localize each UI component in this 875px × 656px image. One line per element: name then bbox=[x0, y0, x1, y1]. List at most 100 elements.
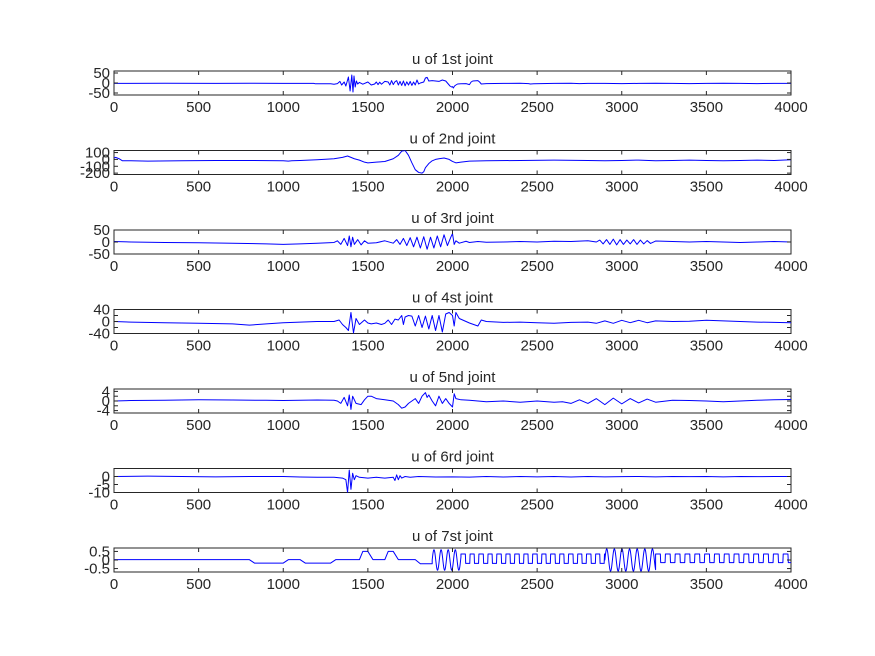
x-tick-label: 1000 bbox=[267, 576, 300, 593]
x-tick-label: 1500 bbox=[351, 338, 384, 355]
y-tick-label: 50 bbox=[93, 222, 110, 239]
x-tick-label: 500 bbox=[186, 179, 211, 196]
x-tick-label: 2000 bbox=[436, 179, 469, 196]
subplot-5: u of 5nd joint 0 500 1000 1500 2000 2500 3000 35… bbox=[97, 369, 808, 434]
x-tick-label: 4000 bbox=[774, 179, 807, 196]
x-tick-label: 0 bbox=[110, 179, 118, 196]
series-line bbox=[114, 469, 791, 493]
x-tick-label: 1500 bbox=[351, 179, 384, 196]
x-tick-label: 3000 bbox=[605, 179, 638, 196]
y-tick-label: 0 bbox=[102, 234, 110, 251]
x-tick-label: 2500 bbox=[520, 497, 553, 514]
x-tick-label: 4000 bbox=[774, 497, 807, 514]
x-tick-label: 0 bbox=[110, 417, 118, 434]
x-tick-label: 2500 bbox=[520, 417, 553, 434]
x-tick-label: 3000 bbox=[605, 576, 638, 593]
subplot-title: u of 3rd joint bbox=[411, 210, 494, 227]
series-line bbox=[114, 392, 791, 410]
y-tick-label: 100 bbox=[85, 145, 110, 162]
x-tick-label: 4000 bbox=[774, 417, 807, 434]
series-line bbox=[114, 312, 791, 334]
x-tick-label: 1000 bbox=[267, 179, 300, 196]
x-tick-label: 500 bbox=[186, 99, 211, 116]
y-tick-label: 40 bbox=[93, 302, 110, 319]
y-tick-label: 0 bbox=[102, 552, 110, 569]
x-tick-label: 3500 bbox=[690, 338, 723, 355]
series-line bbox=[114, 548, 791, 572]
y-tick-label: -4 bbox=[97, 403, 110, 420]
x-tick-label: 1000 bbox=[267, 258, 300, 275]
x-tick-label: 500 bbox=[186, 497, 211, 514]
subplot-title: u of 7st joint bbox=[412, 528, 494, 545]
x-tick-label: 0 bbox=[110, 258, 118, 275]
x-tick-label: 0 bbox=[110, 338, 118, 355]
y-tick-label: 0 bbox=[102, 314, 110, 331]
x-tick-label: 500 bbox=[186, 576, 211, 593]
y-tick-label: 50 bbox=[93, 65, 110, 82]
x-tick-label: 4000 bbox=[774, 576, 807, 593]
x-tick-label: 2000 bbox=[436, 258, 469, 275]
series-line bbox=[114, 74, 791, 93]
x-tick-label: 1000 bbox=[267, 417, 300, 434]
y-tick-label: -50 bbox=[88, 246, 110, 263]
x-tick-label: 3000 bbox=[605, 497, 638, 514]
y-tick-label: 0.5 bbox=[89, 543, 110, 560]
x-tick-label: 1500 bbox=[351, 258, 384, 275]
x-tick-label: 1000 bbox=[267, 338, 300, 355]
x-tick-label: 2000 bbox=[436, 338, 469, 355]
y-tick-label: -10 bbox=[88, 485, 110, 502]
x-tick-label: 2500 bbox=[520, 99, 553, 116]
subplot-title: u of 2nd joint bbox=[410, 131, 497, 148]
x-tick-label: 1500 bbox=[351, 576, 384, 593]
subplot-4: u of 4st joint 0 500 1000 1500 2000 2500 3000 35… bbox=[88, 290, 807, 355]
y-tick-label: -5 bbox=[97, 477, 110, 494]
y-tick-label: -100 bbox=[80, 158, 110, 175]
y-tick-label: -0.5 bbox=[84, 561, 110, 578]
x-tick-label: 2500 bbox=[520, 179, 553, 196]
series-line bbox=[114, 233, 791, 250]
x-tick-label: 3000 bbox=[605, 258, 638, 275]
x-tick-label: 1000 bbox=[267, 99, 300, 116]
x-tick-label: 3500 bbox=[690, 179, 723, 196]
x-tick-label: 1500 bbox=[351, 99, 384, 116]
x-tick-label: 3000 bbox=[605, 338, 638, 355]
y-tick-label: 0 bbox=[102, 469, 110, 486]
x-tick-label: 2500 bbox=[520, 338, 553, 355]
x-tick-label: 2000 bbox=[436, 417, 469, 434]
x-tick-label: 2000 bbox=[436, 576, 469, 593]
x-tick-label: 0 bbox=[110, 99, 118, 116]
subplot-6: u of 6rd joint 0 500 1000 1500 2000 2500 3000 35… bbox=[88, 449, 807, 514]
x-tick-label: 500 bbox=[186, 338, 211, 355]
y-tick-label: -50 bbox=[88, 85, 110, 102]
y-tick-label: 0 bbox=[102, 151, 110, 168]
x-tick-label: 1500 bbox=[351, 497, 384, 514]
x-tick-label: 3500 bbox=[690, 99, 723, 116]
x-tick-label: 4000 bbox=[774, 99, 807, 116]
series-line bbox=[114, 150, 791, 174]
subplot-7: u of 7st joint 0 500 1000 1500 2000 2500 3000 35… bbox=[84, 528, 808, 593]
y-tick-label: 4 bbox=[102, 383, 110, 400]
x-tick-label: 3500 bbox=[690, 417, 723, 434]
x-tick-label: 500 bbox=[186, 258, 211, 275]
x-tick-label: 0 bbox=[110, 497, 118, 514]
x-tick-label: 1500 bbox=[351, 417, 384, 434]
x-tick-label: 3000 bbox=[605, 99, 638, 116]
x-tick-label: 3500 bbox=[690, 497, 723, 514]
x-tick-label: 1000 bbox=[267, 497, 300, 514]
subplot-title: u of 4st joint bbox=[412, 290, 494, 307]
x-tick-label: 4000 bbox=[774, 338, 807, 355]
x-tick-label: 2000 bbox=[436, 497, 469, 514]
x-tick-label: 3500 bbox=[690, 258, 723, 275]
subplot-title: u of 6rd joint bbox=[411, 449, 494, 466]
x-tick-label: 2500 bbox=[520, 576, 553, 593]
subplot-title: u of 5nd joint bbox=[410, 369, 497, 386]
x-tick-label: 0 bbox=[110, 576, 118, 593]
x-tick-label: 2500 bbox=[520, 258, 553, 275]
y-tick-label: -40 bbox=[88, 326, 110, 343]
x-tick-label: 500 bbox=[186, 417, 211, 434]
subplot-title: u of 1st joint bbox=[412, 51, 494, 68]
